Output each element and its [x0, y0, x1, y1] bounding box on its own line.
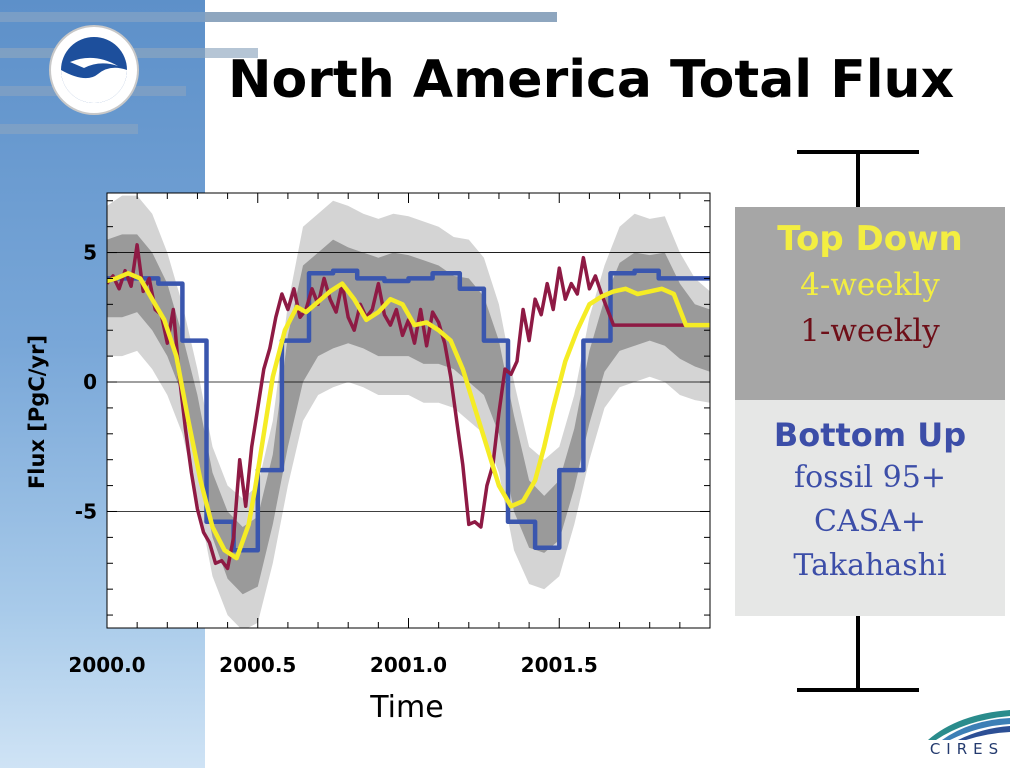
x-tick-label: 2000.0 — [68, 653, 145, 677]
y-axis-label: Flux [PgC/yr] — [25, 335, 49, 489]
legend-4-weekly: 4-weekly — [800, 267, 940, 303]
legend-1-weekly: 1-weekly — [800, 313, 940, 349]
y-tick-label: -5 — [75, 499, 97, 523]
legend-top-down-title: Top Down — [777, 219, 963, 259]
x-tick-label: 2001.0 — [370, 653, 447, 677]
legend-bottom-up-fossil: fossil 95+ — [794, 460, 946, 495]
legend-bottom-up: Bottom Up fossil 95+ CASA+ Takahashi — [735, 400, 1005, 616]
legend-bottom-up-takahashi: Takahashi — [793, 548, 947, 583]
header-stripe — [0, 12, 205, 22]
cires-logo-icon — [928, 710, 1010, 740]
series-line-4-weekly — [107, 271, 710, 561]
series-line-bottom-up — [107, 268, 710, 553]
x-tick-label: 2001.5 — [521, 653, 598, 677]
legend-bottom-up-title: Bottom Up — [773, 416, 967, 454]
cires-wordmark: CIRES — [929, 740, 1005, 758]
noaa-logo-icon — [49, 25, 139, 115]
y-tick-label: 0 — [83, 370, 97, 394]
legend-bottom-up-casa: CASA+ — [814, 504, 926, 539]
header-stripe — [0, 124, 138, 134]
page-title: North America Total Flux — [228, 50, 955, 110]
header-stripe — [205, 12, 557, 22]
y-tick-label: 5 — [83, 241, 97, 265]
x-axis-label: Time — [369, 690, 443, 725]
legend-top-down: Top Down 4-weekly 1-weekly — [735, 207, 1005, 400]
series-line-1-weekly — [107, 243, 710, 571]
x-tick-label: 2000.5 — [219, 653, 296, 677]
